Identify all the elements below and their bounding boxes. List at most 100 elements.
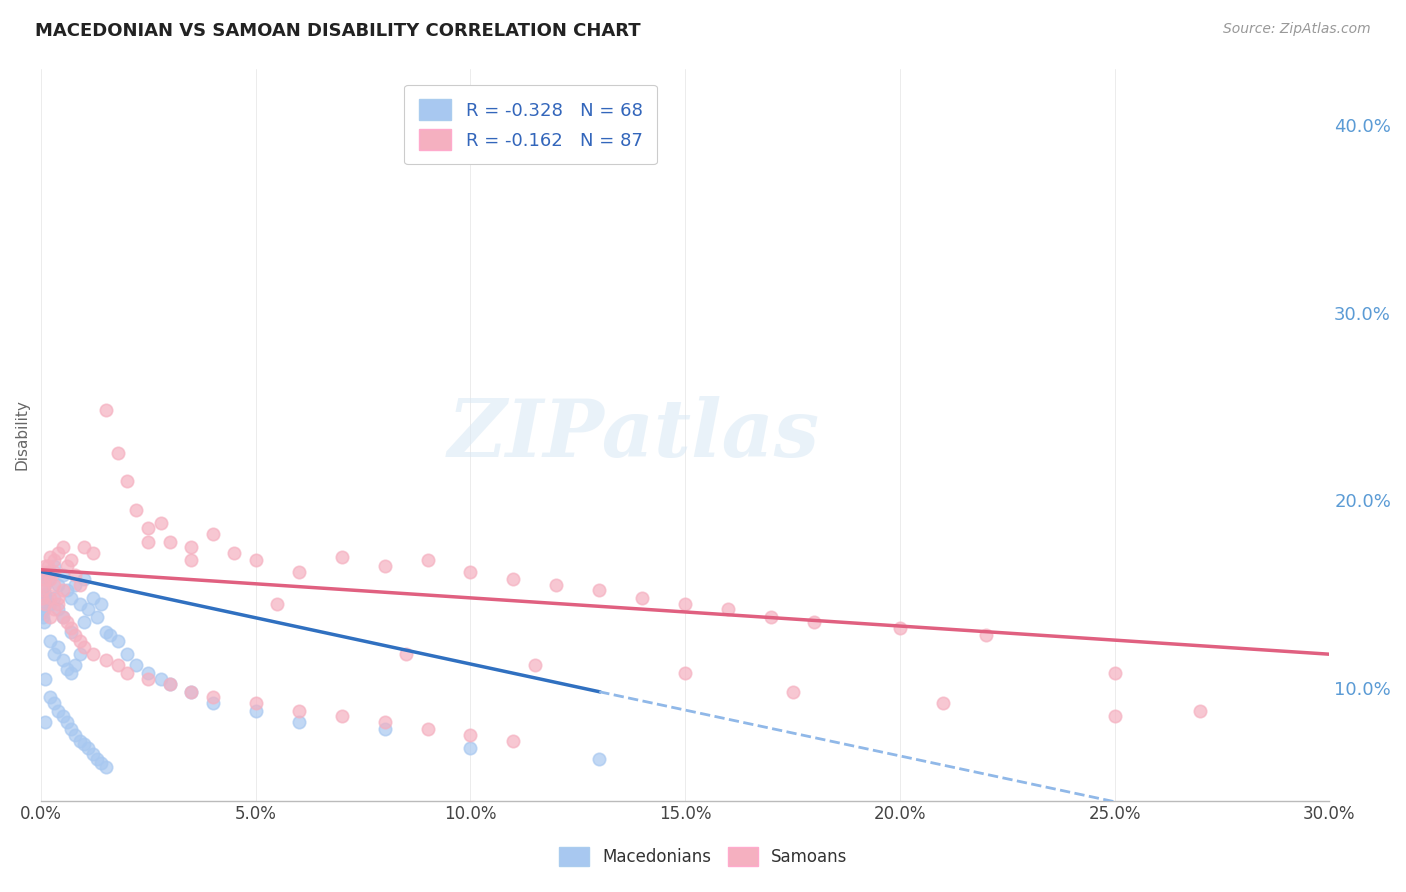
- Point: [34, 714, 56, 729]
- Point: [138, 665, 160, 680]
- Point: [38, 572, 60, 586]
- Text: Source: ZipAtlas.com: Source: ZipAtlas.com: [1223, 22, 1371, 37]
- Text: ZIPatlas: ZIPatlas: [447, 396, 820, 474]
- Point: [52, 653, 75, 667]
- Point: [42, 696, 65, 710]
- Point: [60, 723, 83, 737]
- Point: [180, 684, 202, 698]
- Point: [159, 677, 181, 691]
- Point: [32, 578, 55, 592]
- Point: [460, 728, 482, 742]
- Point: [115, 647, 138, 661]
- Point: [94, 653, 117, 667]
- Point: [86, 752, 108, 766]
- Point: [32, 602, 55, 616]
- Point: [38, 549, 60, 564]
- Point: [42, 558, 65, 573]
- Point: [115, 665, 138, 680]
- Point: [34, 587, 56, 601]
- Point: [460, 565, 482, 579]
- Point: [245, 696, 267, 710]
- Point: [46, 546, 69, 560]
- Point: [150, 672, 173, 686]
- Point: [782, 684, 804, 698]
- Point: [60, 591, 83, 605]
- Point: [34, 591, 56, 605]
- Point: [77, 602, 100, 616]
- Point: [60, 665, 83, 680]
- Point: [107, 446, 129, 460]
- Point: [52, 709, 75, 723]
- Point: [37, 558, 59, 573]
- Point: [73, 640, 96, 654]
- Point: [180, 540, 202, 554]
- Point: [65, 628, 87, 642]
- Point: [82, 546, 104, 560]
- Point: [974, 628, 997, 642]
- Point: [35, 565, 58, 579]
- Point: [69, 578, 91, 592]
- Point: [38, 634, 60, 648]
- Point: [69, 733, 91, 747]
- Point: [65, 568, 87, 582]
- Point: [65, 728, 87, 742]
- Point: [94, 403, 117, 417]
- Point: [1104, 665, 1126, 680]
- Point: [287, 714, 309, 729]
- Point: [90, 756, 112, 770]
- Point: [73, 540, 96, 554]
- Point: [138, 534, 160, 549]
- Point: [65, 658, 87, 673]
- Point: [38, 597, 60, 611]
- Point: [82, 747, 104, 761]
- Point: [588, 752, 610, 766]
- Point: [90, 597, 112, 611]
- Point: [42, 591, 65, 605]
- Point: [42, 565, 65, 579]
- Point: [69, 647, 91, 661]
- Point: [60, 621, 83, 635]
- Point: [416, 553, 439, 567]
- Point: [287, 565, 309, 579]
- Point: [73, 615, 96, 630]
- Point: [460, 741, 482, 756]
- Point: [31, 606, 53, 620]
- Point: [107, 634, 129, 648]
- Point: [224, 546, 246, 560]
- Point: [1189, 704, 1212, 718]
- Point: [180, 553, 202, 567]
- Point: [803, 615, 825, 630]
- Point: [138, 521, 160, 535]
- Point: [34, 672, 56, 686]
- Legend: Macedonians, Samoans: Macedonians, Samoans: [553, 840, 853, 873]
- Point: [138, 672, 160, 686]
- Point: [56, 558, 79, 573]
- Point: [124, 502, 146, 516]
- Point: [46, 597, 69, 611]
- Point: [759, 609, 782, 624]
- Point: [673, 597, 696, 611]
- Point: [115, 475, 138, 489]
- Point: [374, 723, 396, 737]
- Point: [34, 572, 56, 586]
- Point: [42, 578, 65, 592]
- Point: [201, 690, 224, 705]
- Point: [546, 578, 568, 592]
- Point: [266, 597, 288, 611]
- Point: [56, 662, 79, 676]
- Point: [717, 602, 740, 616]
- Point: [69, 597, 91, 611]
- Point: [38, 565, 60, 579]
- Point: [159, 677, 181, 691]
- Point: [416, 723, 439, 737]
- Point: [82, 647, 104, 661]
- Point: [31, 591, 53, 605]
- Point: [60, 624, 83, 639]
- Text: MACEDONIAN VS SAMOAN DISABILITY CORRELATION CHART: MACEDONIAN VS SAMOAN DISABILITY CORRELAT…: [35, 22, 641, 40]
- Point: [42, 553, 65, 567]
- Point: [52, 609, 75, 624]
- Point: [46, 602, 69, 616]
- Point: [34, 578, 56, 592]
- Point: [56, 615, 79, 630]
- Point: [32, 615, 55, 630]
